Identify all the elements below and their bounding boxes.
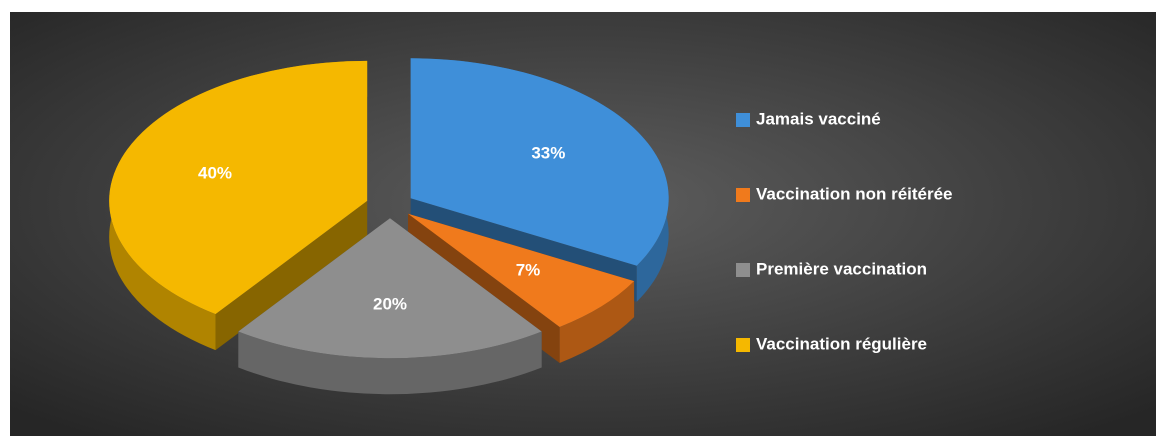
- slice-top: [238, 218, 542, 359]
- data-label: 33%: [531, 144, 565, 163]
- data-label: 40%: [198, 164, 232, 183]
- slice-side: [215, 200, 368, 351]
- legend-swatch: [736, 113, 750, 127]
- legend-label: Vaccination non réitérée: [756, 184, 953, 203]
- legend-label: Jamais vacciné: [756, 109, 881, 128]
- legend-swatch: [736, 188, 750, 202]
- slice-side: [238, 331, 542, 395]
- data-label: 20%: [373, 294, 407, 313]
- legend-label: Vaccination régulière: [756, 334, 927, 353]
- legend-swatch: [736, 263, 750, 277]
- data-label: 7%: [516, 261, 541, 280]
- legend-swatch: [736, 338, 750, 352]
- slice-top: [410, 58, 669, 266]
- pie-slice: [238, 218, 542, 395]
- slice-top: [109, 60, 368, 315]
- slice-top: [408, 213, 635, 327]
- slice-side: [559, 281, 635, 363]
- pie-slice: [109, 60, 368, 351]
- legend-label: Première vaccination: [756, 259, 927, 278]
